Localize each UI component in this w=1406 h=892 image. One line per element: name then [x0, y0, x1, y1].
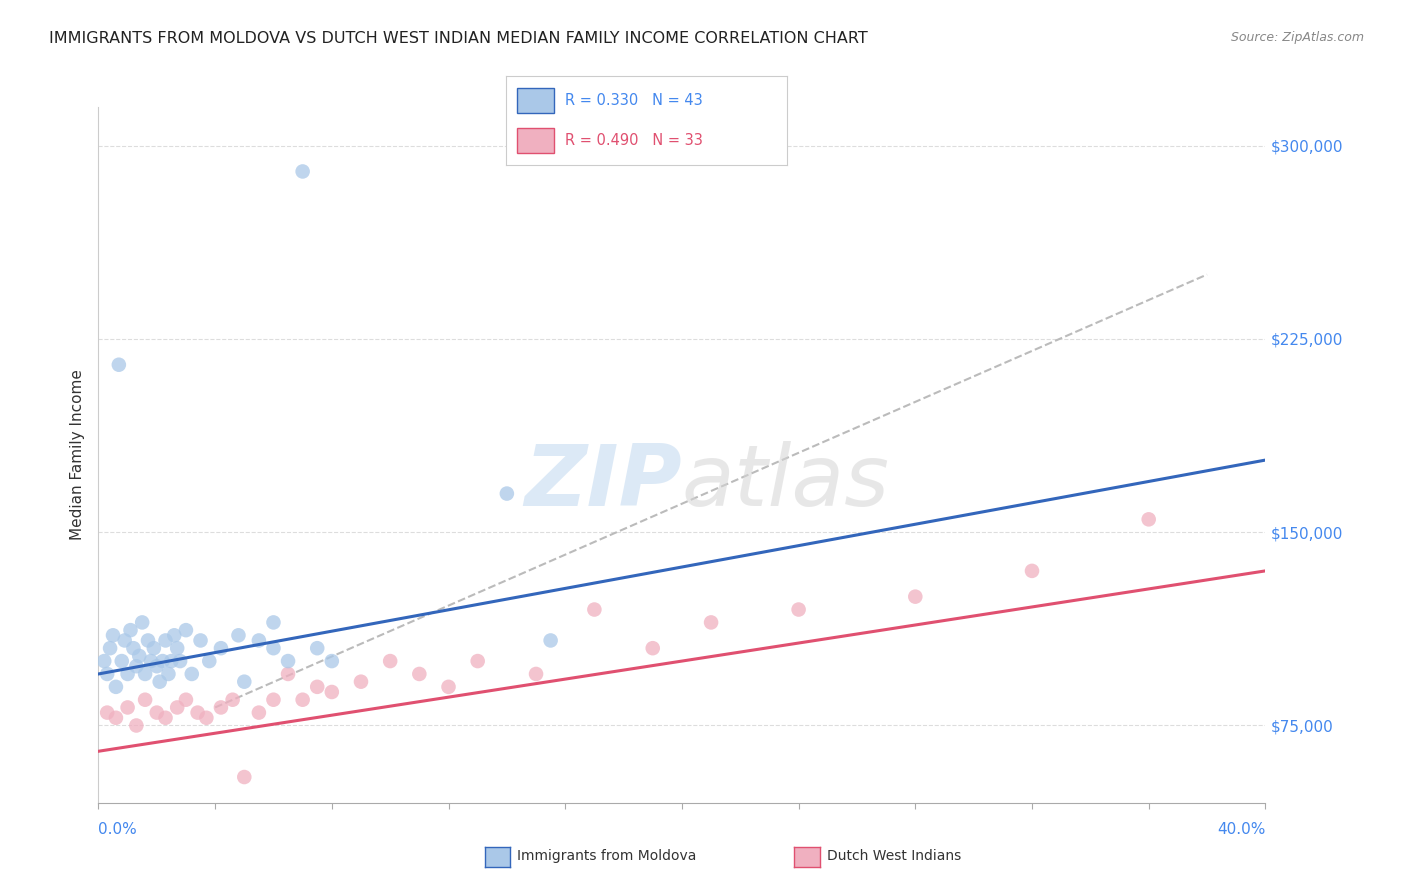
Point: [117, 667, 139, 681]
Point: [122, 641, 145, 656]
Point: [111, 654, 134, 668]
Point: [641, 641, 664, 656]
Point: [139, 654, 162, 668]
Point: [408, 667, 430, 681]
FancyBboxPatch shape: [517, 88, 554, 113]
Point: [146, 706, 169, 720]
FancyBboxPatch shape: [517, 128, 554, 153]
Point: [247, 633, 270, 648]
Point: [307, 680, 329, 694]
Point: [96, 667, 118, 681]
Point: [277, 654, 299, 668]
Point: [524, 667, 547, 681]
Point: [136, 633, 159, 648]
Text: R = 0.490   N = 33: R = 0.490 N = 33: [565, 133, 703, 147]
Point: [160, 654, 183, 668]
Point: [700, 615, 723, 630]
Point: [228, 628, 250, 642]
Point: [174, 623, 197, 637]
Point: [787, 602, 810, 616]
Point: [262, 692, 284, 706]
Point: [166, 700, 188, 714]
Point: [134, 667, 156, 681]
Point: [247, 706, 270, 720]
Text: Source: ZipAtlas.com: Source: ZipAtlas.com: [1230, 31, 1364, 45]
Point: [163, 628, 186, 642]
Point: [134, 692, 156, 706]
Point: [155, 711, 177, 725]
Text: Immigrants from Moldova: Immigrants from Moldova: [517, 849, 697, 863]
Point: [117, 700, 139, 714]
Point: [221, 692, 243, 706]
Point: [350, 674, 373, 689]
Point: [120, 623, 142, 637]
Point: [378, 654, 402, 668]
Point: [104, 680, 127, 694]
Point: [128, 648, 150, 663]
Point: [149, 674, 172, 689]
Point: [166, 641, 188, 656]
Point: [277, 667, 299, 681]
Point: [195, 711, 218, 725]
Point: [1021, 564, 1043, 578]
Point: [467, 654, 489, 668]
Point: [190, 633, 212, 648]
Point: [125, 718, 148, 732]
Point: [142, 641, 165, 656]
Point: [108, 358, 131, 372]
Point: [169, 654, 191, 668]
Point: [321, 685, 343, 699]
Point: [291, 164, 314, 178]
Point: [904, 590, 927, 604]
Point: [437, 680, 460, 694]
Text: ZIP: ZIP: [524, 442, 682, 524]
Point: [262, 615, 284, 630]
Point: [174, 692, 197, 706]
Point: [131, 615, 153, 630]
Point: [198, 654, 221, 668]
Point: [114, 633, 136, 648]
Point: [104, 711, 127, 725]
Point: [180, 667, 202, 681]
Point: [233, 770, 256, 784]
Text: 40.0%: 40.0%: [1218, 822, 1265, 837]
Point: [93, 654, 115, 668]
Point: [583, 602, 606, 616]
Text: IMMIGRANTS FROM MOLDOVA VS DUTCH WEST INDIAN MEDIAN FAMILY INCOME CORRELATION CH: IMMIGRANTS FROM MOLDOVA VS DUTCH WEST IN…: [49, 31, 868, 46]
Point: [101, 628, 124, 642]
Point: [291, 692, 314, 706]
Y-axis label: Median Family Income: Median Family Income: [69, 369, 84, 541]
Point: [1137, 512, 1160, 526]
Point: [98, 641, 121, 656]
Point: [155, 633, 177, 648]
Point: [187, 706, 209, 720]
Point: [495, 486, 517, 500]
Text: R = 0.330   N = 43: R = 0.330 N = 43: [565, 94, 703, 108]
Point: [321, 654, 343, 668]
Point: [157, 667, 180, 681]
Text: atlas: atlas: [682, 442, 890, 524]
Text: Dutch West Indians: Dutch West Indians: [827, 849, 960, 863]
Point: [96, 706, 118, 720]
Point: [209, 641, 232, 656]
Text: 0.0%: 0.0%: [98, 822, 138, 837]
Point: [146, 659, 169, 673]
Point: [152, 654, 174, 668]
Point: [540, 633, 562, 648]
Point: [125, 659, 148, 673]
Point: [262, 641, 284, 656]
Point: [209, 700, 232, 714]
Point: [233, 674, 256, 689]
Point: [307, 641, 329, 656]
